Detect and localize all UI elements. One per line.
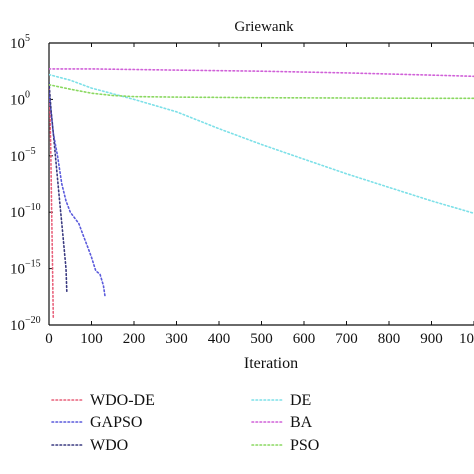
x-axis-title: Iteration [244,355,298,372]
series-layer [49,68,474,321]
x-tick-label: 800 [378,331,401,347]
x-tick-label: 200 [123,331,146,347]
chart-title: Griewank [234,19,294,35]
x-tick-label: 500 [250,331,273,347]
axes: 0 100 200 300 400 500 600 700 800 900 1000 105 100 10… [10,33,474,347]
series-line-pso [49,83,474,100]
legend-label: BA [290,414,313,431]
series-line-de [49,73,474,215]
legend-label: WDO-DE [90,392,155,409]
x-tick-label: 0 [45,331,53,347]
y-tick-label: 105 [10,33,30,52]
legend: WDO-DE GAPSO WDO DE BA PSO [51,392,319,454]
x-tick-label: 1000 [459,331,474,347]
y-tick-label: 100 [10,89,30,108]
legend-label: WDO [90,437,128,454]
x-tick-label: 900 [420,331,443,347]
y-tick-label: 10−20 [10,315,41,334]
series-line-wdo [49,81,68,292]
x-tick-label: 700 [335,331,358,347]
y-tick-label: 10−15 [10,259,41,278]
series-line-wdo-de [49,82,55,321]
legend-label: PSO [290,437,319,454]
legend-label: GAPSO [90,414,142,431]
legend-label: DE [290,392,311,409]
series-line-ba [49,68,474,78]
x-tick-label: 100 [80,331,103,347]
x-tick-label: 400 [208,331,231,347]
x-tick-label: 300 [165,331,188,347]
y-tick-label: 10−5 [10,146,36,165]
series-line-gapso [49,91,106,298]
x-tick-label: 600 [293,331,316,347]
y-tick-label: 10−10 [10,202,41,221]
